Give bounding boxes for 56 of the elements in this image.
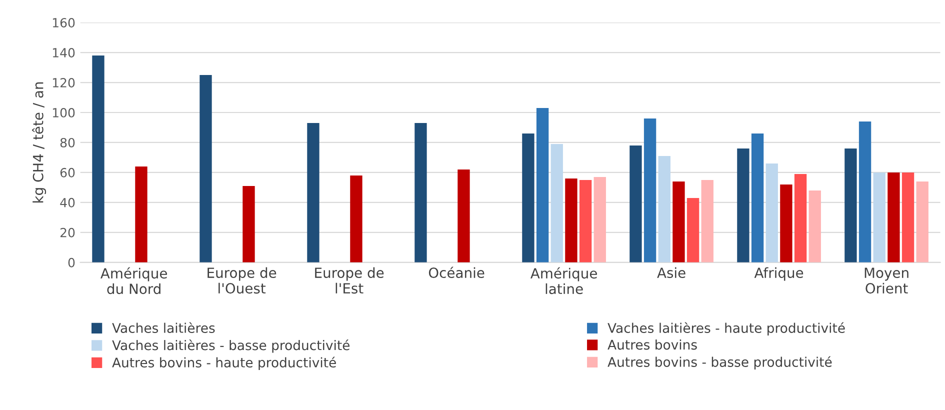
- bar: [808, 190, 821, 262]
- bar: [630, 145, 642, 262]
- bar: [902, 172, 914, 262]
- y-tick-label: 0: [68, 258, 75, 268]
- x-tick-label: Océanie: [428, 266, 484, 278]
- x-tick-label: Europe de l'Ouest: [208, 267, 276, 294]
- bar: [242, 186, 255, 262]
- bar: [737, 148, 750, 262]
- x-tick-label: Asie: [657, 267, 686, 278]
- bar: [565, 178, 578, 262]
- legend-label: Vaches laitières - haute productivité: [608, 322, 845, 336]
- y-tick-label: 20: [60, 228, 75, 238]
- bar: [200, 75, 212, 262]
- bar: [135, 166, 148, 262]
- bar: [794, 174, 807, 262]
- legend-label: Vaches laitières: [112, 322, 215, 333]
- bar: [307, 122, 320, 262]
- legend-label: Autres bovins - haute productivité: [112, 356, 336, 370]
- bar: [458, 169, 470, 262]
- y-tick-label: 100: [52, 108, 75, 118]
- bar: [594, 176, 606, 262]
- bar: [550, 144, 563, 262]
- bar: [686, 198, 700, 262]
- bar: [672, 181, 685, 262]
- y-tick-label: 40: [60, 198, 75, 208]
- y-axis-title: kg CH4 / tête / an: [32, 82, 46, 202]
- legend-label: Autres bovins - basse productivité: [608, 356, 832, 370]
- bar: [780, 184, 792, 262]
- bar: [522, 133, 534, 262]
- bar: [766, 163, 778, 262]
- x-tick-label: Amérique du Nord: [100, 267, 167, 294]
- bar: [92, 56, 104, 262]
- bar: [658, 156, 670, 262]
- legend-label: Vaches laitières - basse productivité: [112, 340, 350, 353]
- bar: [916, 181, 928, 262]
- y-tick-label: 60: [60, 168, 75, 178]
- bar: [536, 108, 549, 262]
- y-tick-label: 140: [52, 48, 75, 58]
- bar: [644, 118, 656, 262]
- legend-label: Autres bovins: [608, 340, 697, 350]
- bar: [888, 172, 900, 262]
- bar: [858, 121, 872, 262]
- bar: [579, 180, 592, 262]
- bar: [350, 175, 362, 262]
- x-tick-label: Afrique: [754, 267, 804, 281]
- y-tick-label: 120: [52, 78, 75, 88]
- bar: [701, 180, 714, 262]
- x-tick-label: Europe de l'Est: [315, 267, 384, 294]
- bar: [844, 148, 857, 262]
- x-tick-label: Amérique latine: [530, 267, 597, 294]
- y-tick-label: 80: [60, 138, 75, 148]
- x-tick-label: Moyen Orient: [864, 268, 908, 294]
- bar: [414, 122, 427, 262]
- bar: [873, 172, 886, 262]
- bar: [751, 133, 764, 262]
- y-tick-label: 160: [52, 18, 75, 28]
